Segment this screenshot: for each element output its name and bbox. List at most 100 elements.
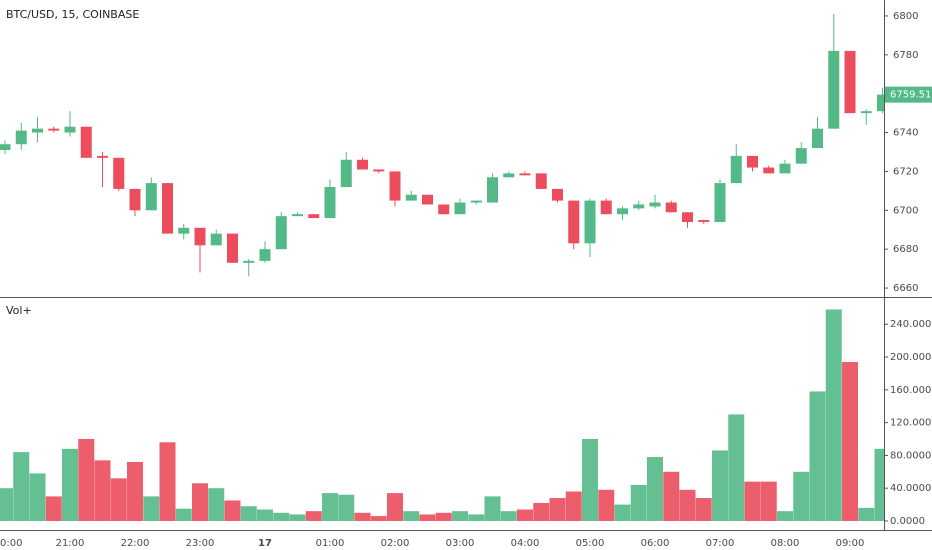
volume-bar xyxy=(224,500,241,521)
last-price-tag xyxy=(885,86,932,103)
time-label: 04:00 xyxy=(511,538,540,549)
volume-bar xyxy=(793,471,810,521)
candle-body xyxy=(503,173,515,178)
volume-bar xyxy=(273,512,290,521)
candle-body xyxy=(357,159,368,170)
candle-body xyxy=(145,183,157,211)
price-tick-label: 6780 xyxy=(893,50,918,61)
candle-body xyxy=(730,155,742,184)
candle-body xyxy=(15,130,27,145)
time-label: 07:00 xyxy=(706,538,735,549)
candle-body xyxy=(747,155,758,168)
candle-body xyxy=(438,204,450,215)
volume-bar xyxy=(435,512,452,521)
candle-body xyxy=(519,173,531,176)
volume-tick-label: 240.0000 xyxy=(890,319,932,330)
price-tick-label: 6740 xyxy=(893,128,918,139)
time-label: 08:00 xyxy=(771,538,800,549)
volume-bar xyxy=(582,439,598,521)
candle-body xyxy=(178,227,190,234)
candle-body xyxy=(422,194,433,205)
candle-body xyxy=(682,212,693,222)
volume-bar xyxy=(305,511,322,521)
volume-bar xyxy=(842,361,858,521)
candle-body xyxy=(227,233,238,263)
time-label: 02:00 xyxy=(381,538,410,549)
volume-bar xyxy=(192,483,208,521)
volume-tick-label: 120.0000 xyxy=(890,418,932,429)
candle-body xyxy=(795,148,807,164)
candle-body xyxy=(584,200,596,244)
candle-body xyxy=(665,202,677,213)
volume-bar xyxy=(387,493,403,521)
candle-body xyxy=(552,188,563,201)
volume-bar xyxy=(127,461,143,521)
volume-bar xyxy=(62,448,78,521)
time-label: 01:00 xyxy=(316,538,345,549)
volume-bar xyxy=(777,511,793,521)
volume-bar xyxy=(630,484,647,521)
candle-body xyxy=(844,50,856,114)
candle-body xyxy=(292,214,303,217)
candle-body xyxy=(470,200,482,203)
candle-body xyxy=(860,111,872,114)
volume-bar xyxy=(257,509,273,521)
price-tick-label: 6700 xyxy=(893,205,918,216)
candle-body xyxy=(714,183,726,222)
price-tick-label: 6800 xyxy=(893,11,918,22)
candle-body xyxy=(633,204,645,209)
volume-bar xyxy=(663,471,680,521)
price-tick-label: 6660 xyxy=(893,283,918,294)
volume-tick-label: 0.0000 xyxy=(890,516,925,527)
time-label: 17 xyxy=(258,538,272,549)
volume-bar xyxy=(322,493,338,521)
chart-title: BTC/USD, 15, COINBASE xyxy=(6,8,139,21)
plot-area xyxy=(0,13,884,521)
volume-bar xyxy=(0,488,13,521)
price-tick-label: 6720 xyxy=(893,166,918,177)
volume-bar xyxy=(240,506,257,521)
time-label: 21:00 xyxy=(56,538,85,549)
volume-tick-label: 160.0000 xyxy=(890,385,932,396)
volume-bar xyxy=(78,439,95,521)
candle-body xyxy=(308,214,320,219)
volume-bar xyxy=(110,478,127,521)
candle-body xyxy=(0,144,11,151)
volume-bar xyxy=(143,496,160,521)
candle-body xyxy=(210,233,222,246)
volume-bar xyxy=(712,450,728,521)
volume-bar xyxy=(175,508,192,521)
candle-body xyxy=(64,126,76,133)
volume-tick-label: 40.0000 xyxy=(890,483,931,494)
time-label: 03:00 xyxy=(446,538,475,549)
volume-bar xyxy=(695,498,712,521)
candle-body xyxy=(113,157,125,189)
candle-body xyxy=(763,167,775,174)
candle-body xyxy=(877,94,884,112)
candle-body xyxy=(454,202,466,215)
time-label: 09:00 xyxy=(836,538,865,549)
candle-body xyxy=(243,260,255,263)
volume-bar xyxy=(29,473,46,521)
volume-bar xyxy=(825,309,842,521)
candle-body xyxy=(97,155,108,158)
candle-body xyxy=(649,202,661,207)
volume-bar xyxy=(549,498,566,521)
volume-tick-label: 80.0000 xyxy=(890,450,931,461)
volume-bar xyxy=(208,488,225,521)
volume-bar xyxy=(533,502,550,521)
volume-bar xyxy=(159,442,176,521)
candle-body xyxy=(194,227,206,246)
candle-body xyxy=(48,128,60,131)
volume-bar xyxy=(403,511,420,521)
candle-body xyxy=(812,128,823,149)
candle-body xyxy=(340,159,352,187)
candle-body xyxy=(600,200,612,215)
volume-bar xyxy=(468,514,485,521)
candle-body xyxy=(259,249,271,261)
candle-body xyxy=(535,173,547,189)
volume-bar xyxy=(45,496,62,521)
price-tick-label: 6680 xyxy=(893,244,918,255)
time-label: 06:00 xyxy=(641,538,670,549)
